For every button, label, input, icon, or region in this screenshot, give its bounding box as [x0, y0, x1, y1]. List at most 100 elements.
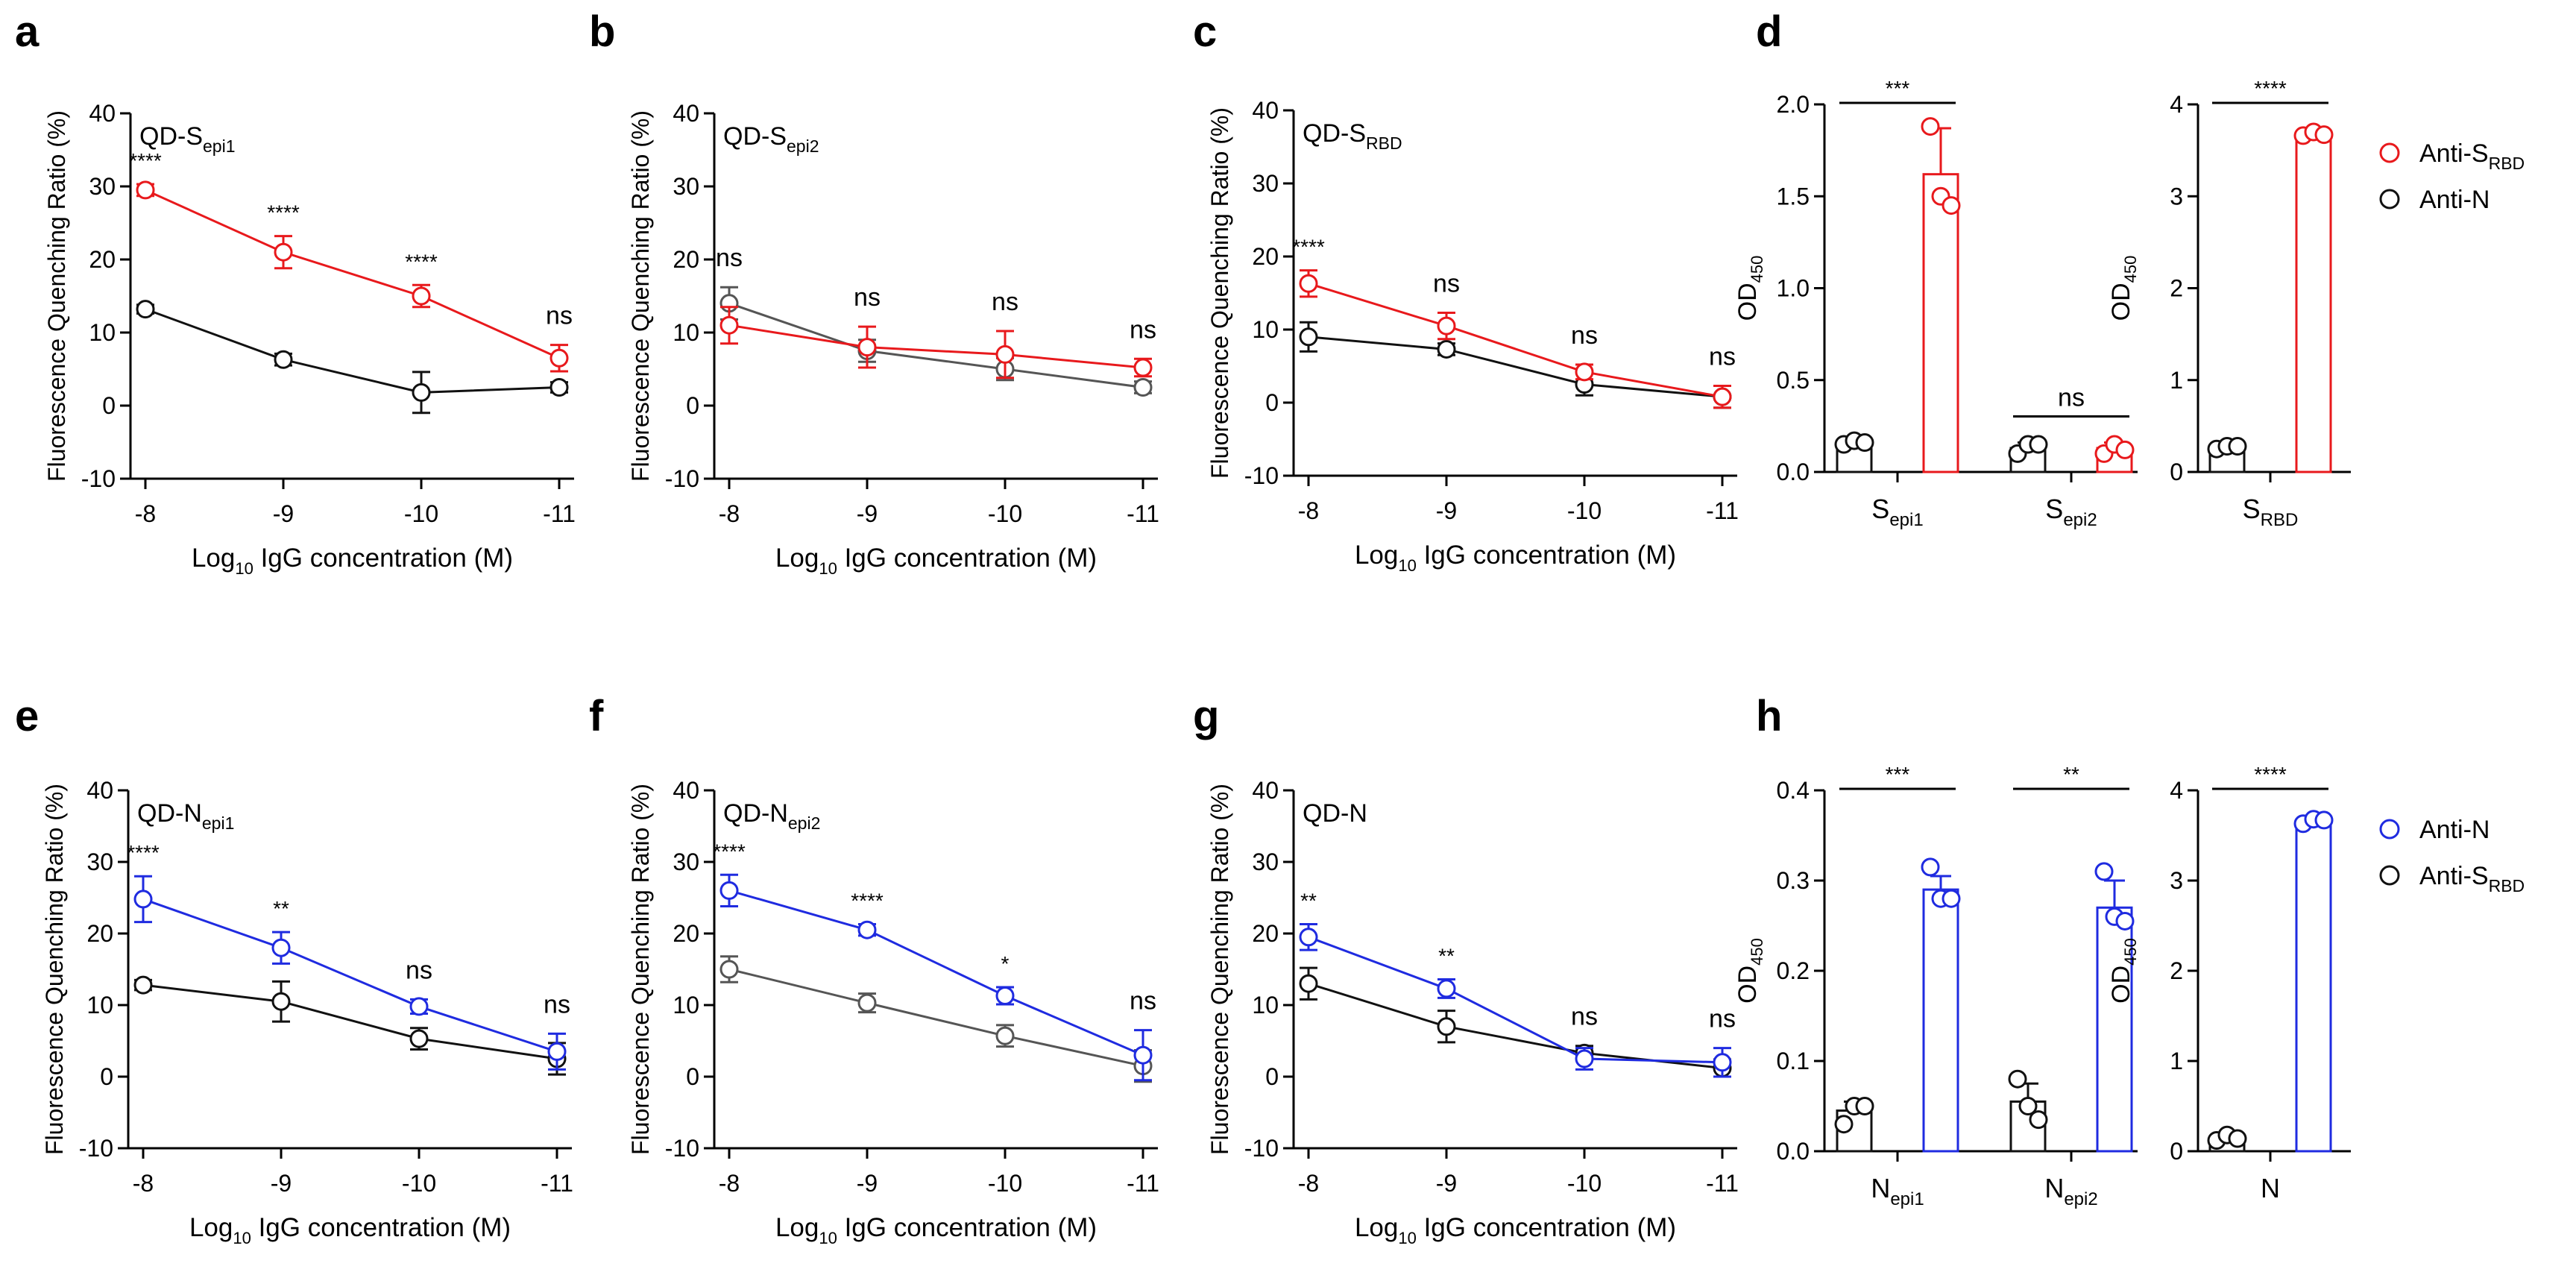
data-point: [547, 1042, 567, 1061]
y-tick-label: 30: [673, 848, 699, 875]
bar-group: **** N: [2207, 763, 2334, 1203]
y-tick-label: 0: [1265, 1063, 1279, 1090]
x-tick-label: Nepi2: [2044, 1173, 2097, 1209]
replicate-point: [1921, 857, 1940, 877]
y-axis-label: Fluorescence Quenching Ratio (%): [627, 784, 654, 1155]
data-point: [274, 350, 293, 369]
y-tick-label: 40: [1252, 97, 1279, 124]
y-axis-label: OD450: [2107, 256, 2140, 321]
series-line: [728, 324, 1144, 369]
y-tick-label: 0: [1265, 389, 1279, 416]
series-Anti-N: [719, 286, 1153, 397]
legend-label: Anti-SRBD: [2419, 139, 2525, 173]
significance-label: ****: [2254, 763, 2287, 786]
series-line: [145, 308, 560, 394]
data-point: [1713, 387, 1732, 406]
x-tick-label: -10: [1567, 497, 1602, 524]
x-tick-label: -9: [271, 1170, 292, 1197]
y-tick-label: 0.5: [1777, 367, 1810, 394]
y-tick-label: 10: [673, 319, 699, 346]
significance-label: **: [1300, 890, 1317, 913]
y-tick-label: 1.5: [1777, 183, 1810, 210]
data-point: [1133, 358, 1153, 377]
x-tick-label: -11: [1127, 1170, 1159, 1197]
data-point: [857, 993, 877, 1013]
y-tick-label: 4: [2170, 91, 2183, 118]
x-tick-label: -10: [402, 1170, 436, 1197]
replicate-point: [1942, 889, 1961, 908]
y-tick-label: 3: [2170, 183, 2183, 210]
data-point: [1575, 362, 1594, 382]
y-tick-label: 0: [2170, 459, 2183, 485]
data-point: [719, 960, 739, 979]
x-tick-label: SRBD: [2243, 494, 2299, 530]
y-axis-label: OD450: [1733, 256, 1766, 321]
replicate-point: [2314, 810, 2334, 830]
y-tick-label: 10: [1252, 316, 1279, 343]
y-tick-label: 0.4: [1777, 777, 1810, 804]
significance-label: ns: [1571, 1003, 1598, 1031]
y-axis-label: Fluorescence Quenching Ratio (%): [1206, 784, 1233, 1155]
y-tick-label: 0.0: [1777, 459, 1810, 485]
x-tick-label: -10: [988, 500, 1022, 527]
plot-title: QD-Nepi2: [723, 799, 820, 833]
data-point: [1437, 316, 1456, 336]
replicate-point: [2228, 436, 2247, 456]
series-Anti-S_RBD: [719, 306, 1153, 380]
series-Anti-N: [1299, 321, 1732, 409]
x-tick-label: -9: [857, 1170, 878, 1197]
bar-chart-d: 0.0 0.5 1.0 1.5 2.0 OD450 *** Sepi1 ns Sepi2: [1733, 77, 2138, 530]
data-point: [1713, 1053, 1732, 1072]
plot-title: QD-SRBD: [1303, 119, 1402, 153]
data-point: [133, 890, 153, 909]
panel-letters: a b c d e f g h: [15, 7, 1782, 740]
y-tick-label: 4: [2170, 777, 2183, 804]
replicate-point: [2115, 911, 2135, 931]
significance-label: ****: [405, 250, 438, 273]
series-Anti-S_RBD: [719, 955, 1153, 1083]
significance-label: ns: [1433, 269, 1460, 297]
replicate-point: [2018, 1097, 2038, 1115]
significance-label: ****: [713, 840, 746, 863]
legend-d: Anti-SRBD Anti-N: [2379, 139, 2525, 214]
y-tick-label: 40: [673, 777, 699, 804]
bar-group: *** Nepi1: [1834, 763, 1961, 1209]
bar: [1922, 173, 1959, 473]
x-axis-label: Log10 IgG concentration (M): [775, 1213, 1097, 1247]
y-tick-label: 20: [673, 920, 699, 947]
series-line: [1308, 336, 1723, 398]
y-tick-label: 20: [1252, 243, 1279, 270]
replicate-point: [2008, 1069, 2027, 1089]
bar: [2295, 132, 2332, 473]
y-tick-label: 10: [89, 319, 116, 346]
line-chart-a: -10 0 10 20 30 40 -8 -9 -10 -11 Log10 IgG concentr…: [43, 100, 576, 578]
significance-label: ****: [851, 890, 884, 913]
bar-group: **** SRBD: [2207, 77, 2334, 530]
significance-label: ns: [854, 283, 881, 312]
y-tick-label: 40: [673, 100, 699, 127]
data-point: [133, 975, 153, 995]
series-line: [1308, 936, 1723, 1064]
series-line: [1308, 282, 1723, 398]
y-axis-label: Fluorescence Quenching Ratio (%): [41, 784, 68, 1155]
bar: [2096, 906, 2133, 1153]
series-Anti-N: [719, 873, 1153, 1082]
line-chart-b: -10 0 10 20 30 40 -8 -9 -10 -11 Log10 IgG concentr…: [627, 100, 1159, 578]
x-tick-label: -8: [135, 500, 156, 527]
x-axis-label: Log10 IgG concentration (M): [1355, 1213, 1676, 1247]
line-chart-f: -10 0 10 20 30 40 -8 -9 -10 -11 Log10 IgG concentr…: [627, 777, 1159, 1247]
data-point: [1299, 327, 1318, 347]
data-point: [274, 242, 293, 262]
y-tick-label: 0.3: [1777, 867, 1810, 894]
y-tick-label: -10: [81, 465, 116, 492]
significance-label: ns: [406, 956, 432, 984]
plot-title: QD-Sepi2: [723, 122, 819, 156]
legend-label: Anti-N: [2419, 816, 2490, 844]
replicate-point: [2029, 435, 2048, 454]
y-tick-label: 10: [673, 992, 699, 1018]
y-tick-label: 30: [1252, 848, 1279, 875]
x-tick-label: N: [2261, 1173, 2280, 1203]
significance-label: ns: [1130, 315, 1156, 344]
y-tick-label: -10: [665, 1135, 699, 1162]
significance-label: **: [273, 897, 289, 920]
